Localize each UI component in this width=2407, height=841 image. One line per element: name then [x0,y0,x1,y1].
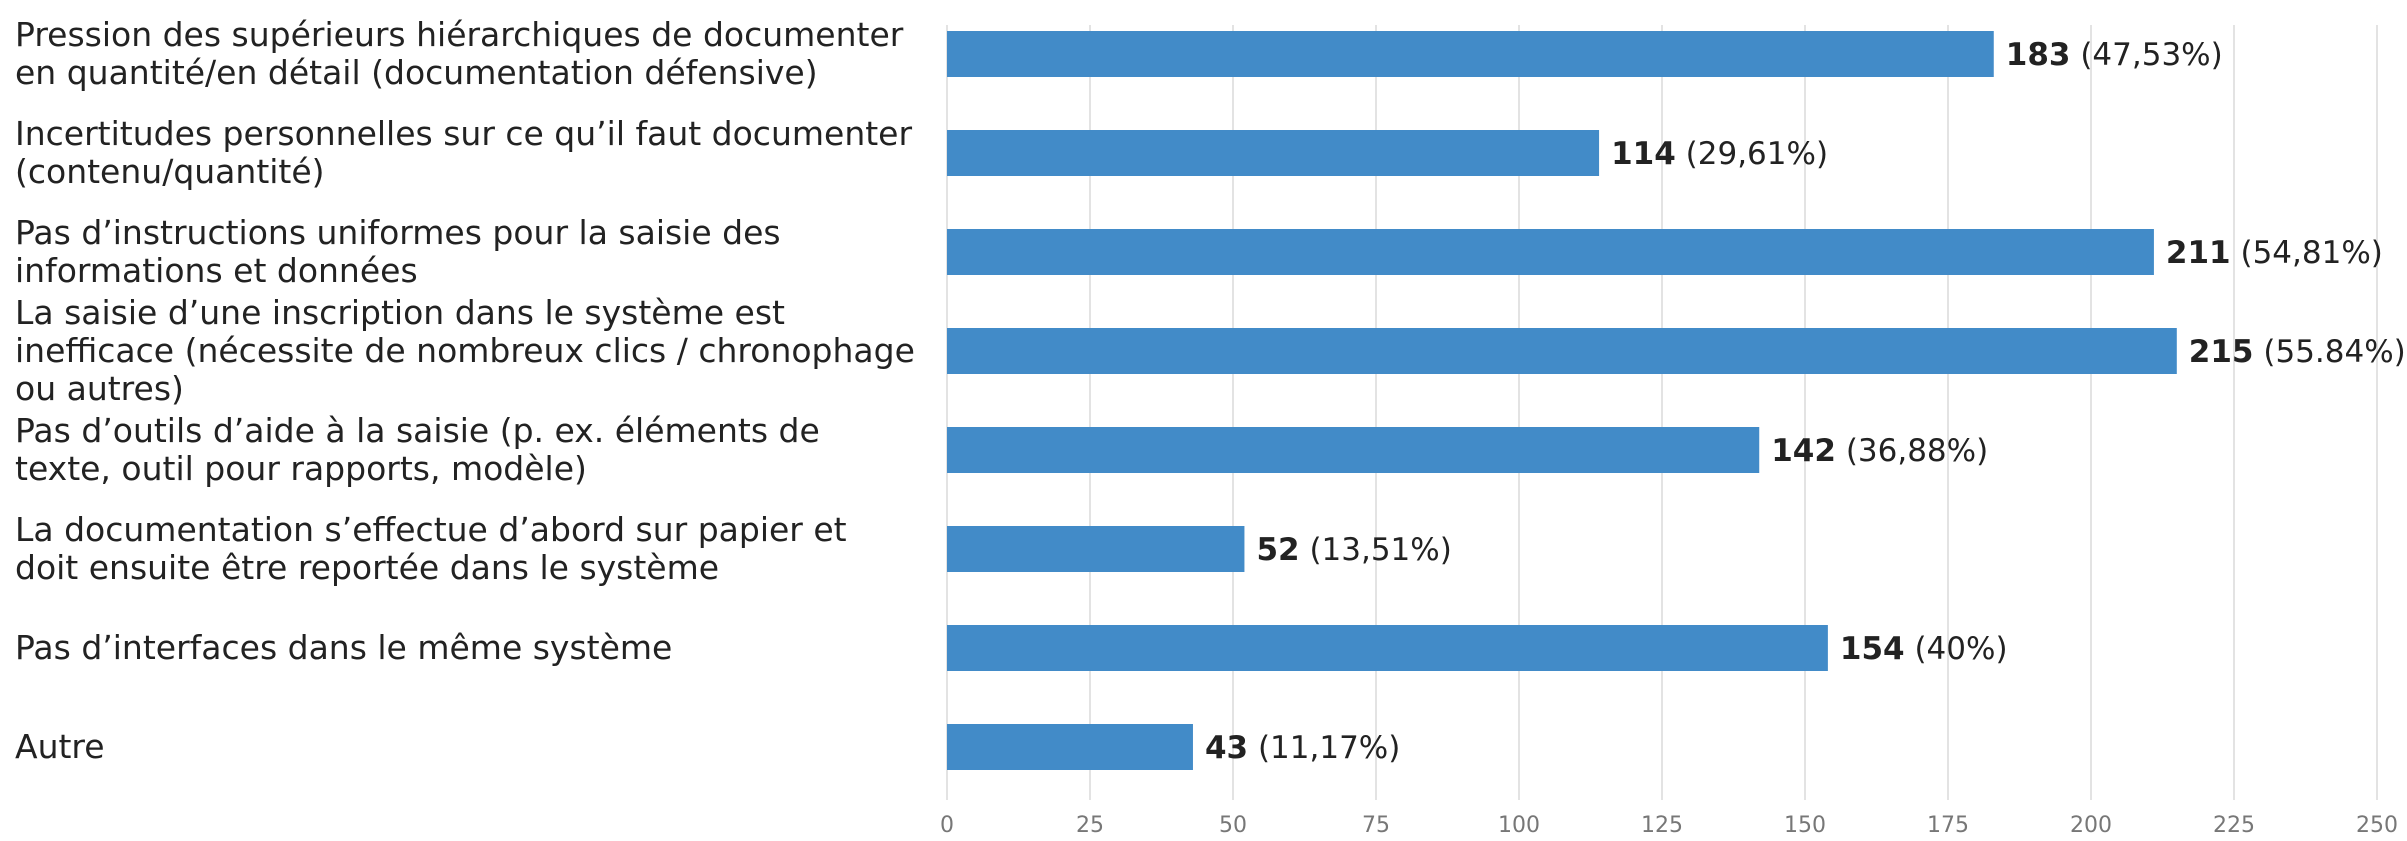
value-percentage: (13,51%) [1309,532,1451,568]
x-tick-label: 200 [2070,813,2112,838]
value-label: 211 (54,81%) [2166,235,2383,271]
x-tick-label: 175 [1927,813,1969,838]
x-tick-label: 50 [1219,813,1247,838]
value-label: 183 (47,53%) [2006,37,2223,73]
category-label: Pas d’outils d’aide à la saisie (p. ex. … [15,411,820,488]
value-label: 154 (40%) [1840,631,2008,667]
bar [947,724,1193,770]
value-percentage: (54,81%) [2240,235,2382,271]
x-tick-label: 0 [940,813,954,838]
value-label: 43 (11,17%) [1205,730,1400,766]
category-label: Pas d’instructions uniformes pour la sai… [15,213,781,290]
value-number: 142 [1771,433,1836,469]
value-number: 154 [1840,631,1905,667]
category-label: Pression des supérieurs hiérarchiques de… [15,15,904,92]
x-tick-label: 225 [2213,813,2255,838]
category-label: Incertitudes personnelles sur ce qu’il f… [15,114,913,191]
value-label: 52 (13,51%) [1256,532,1451,568]
x-tick-label: 75 [1362,813,1390,838]
category-label: Autre [15,727,105,766]
value-percentage: (36,88%) [1846,433,1988,469]
bar [947,427,1760,473]
bar [947,130,1600,176]
bar [947,625,1828,671]
value-number: 215 [2189,334,2254,370]
category-label: La documentation s’effectue d’abord sur … [15,510,847,587]
value-number: 211 [2166,235,2231,271]
value-percentage: (55.84%) [2263,334,2405,370]
value-label: 215 (55.84%) [2189,334,2406,370]
value-number: 52 [1256,532,1299,568]
bar [947,328,2177,374]
category-label: La saisie d’une inscription dans le syst… [15,293,915,408]
value-label: 114 (29,61%) [1611,136,1828,172]
value-number: 43 [1205,730,1248,766]
value-percentage: (40%) [1914,631,2007,667]
category-label: Pas d’interfaces dans le même système [15,628,673,667]
value-label: 142 (36,88%) [1771,433,1988,469]
bar [947,526,1245,572]
x-tick-label: 250 [2356,813,2398,838]
x-tick-label: 100 [1498,813,1540,838]
value-number: 183 [2006,37,2071,73]
value-percentage: (29,61%) [1686,136,1828,172]
value-number: 114 [1611,136,1676,172]
x-tick-label: 150 [1784,813,1826,838]
value-percentage: (47,53%) [2080,37,2222,73]
x-tick-label: 25 [1076,813,1104,838]
bar [947,229,2154,275]
x-tick-label: 125 [1641,813,1683,838]
value-percentage: (11,17%) [1258,730,1400,766]
bar [947,31,1994,77]
